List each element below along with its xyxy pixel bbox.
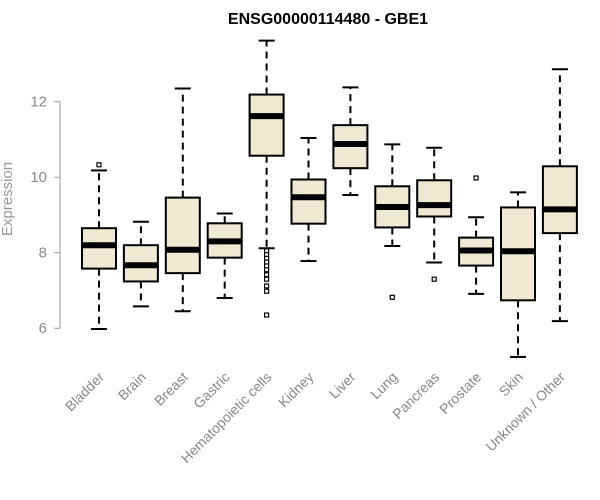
box-breast [164,87,201,313]
box-iqr [81,227,117,270]
x-tick-label: Liver [326,369,359,402]
box-lung [374,143,411,300]
outlier-point [264,283,270,289]
y-tick-label: 6 [39,320,47,337]
box-brain [122,220,159,308]
boxes-group [81,39,578,358]
outlier-point [264,272,270,278]
outlier-point [264,312,270,318]
box-iqr [290,178,327,225]
outlier-point [264,276,270,282]
box-pancreas [416,146,453,282]
outlier-point [96,162,102,168]
x-tick-label: Lung [367,369,400,402]
outlier-point [264,288,270,294]
box-bladder [81,162,117,331]
x-tick-label: Kidney [275,369,317,411]
outlier-point [264,267,270,273]
box-iqr [541,165,578,235]
y-axis: 6 8 10 12 [30,94,61,337]
chart-title: ENSG00000114480 - GBE1 [228,11,428,28]
outlier-point [389,294,395,300]
y-axis-label: Expression [0,162,16,236]
x-tick-label: Skin [496,369,527,400]
outlier-point [473,175,479,181]
box-kidney [290,136,327,263]
y-tick-label: 8 [39,245,47,262]
box-iqr [416,179,453,218]
box-skin [500,191,536,358]
box-hematopoietic-cells [248,39,285,318]
y-tick-label: 12 [30,94,47,111]
y-tick-label: 10 [30,169,47,186]
box-prostate [458,175,495,295]
box-iqr [164,196,201,275]
box-iqr [248,93,285,157]
outlier-point [431,276,437,282]
box-unknown-other [541,68,578,323]
box-gastric [206,212,243,300]
x-tick-label: Breast [151,369,191,409]
x-tick-label: Pancreas [389,369,442,422]
x-tick-label: Prostate [436,369,484,417]
box-liver [332,86,369,196]
x-tick-label: Bladder [62,369,108,415]
x-tick-label: Unknown / Other [482,369,568,455]
x-tick-label: Brain [115,369,149,403]
